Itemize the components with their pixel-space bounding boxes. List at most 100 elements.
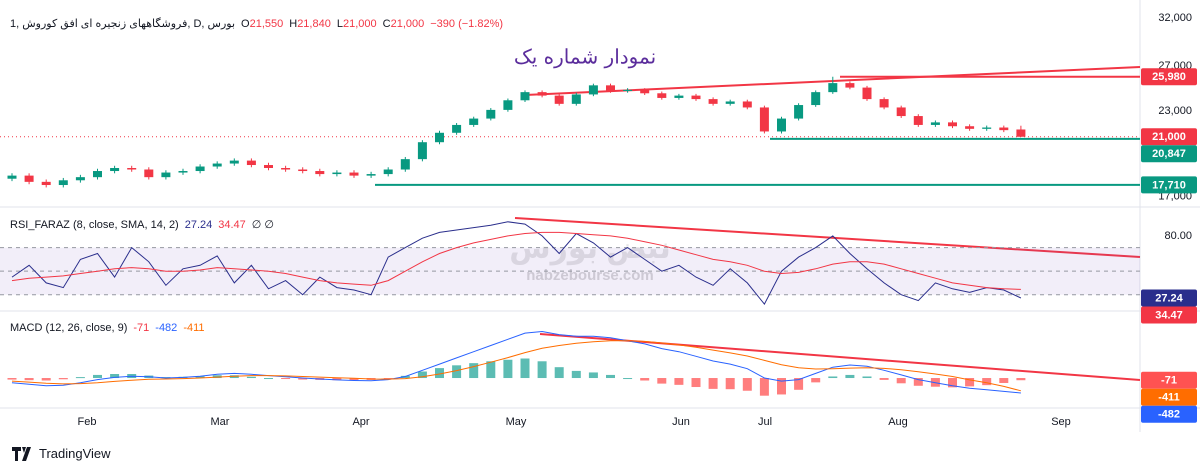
candle-body: [537, 92, 547, 96]
histogram-bar: [452, 365, 462, 379]
histogram-bar: [965, 378, 975, 387]
candle-body: [435, 132, 444, 143]
histogram-bar: [195, 376, 205, 379]
candle-body: [41, 181, 51, 186]
histogram-bar: [571, 370, 581, 379]
trend-line: [514, 217, 1141, 258]
candle-body: [862, 87, 872, 100]
histogram-bar: [75, 377, 85, 379]
candle-body: [691, 95, 701, 100]
histogram-bar: [896, 378, 906, 384]
candle-body: [315, 171, 325, 175]
price-badge: [1141, 306, 1197, 324]
candle-body: [948, 122, 957, 127]
price-badge-label: -71: [1161, 375, 1177, 387]
price-badge: [1141, 128, 1197, 146]
candle-body: [178, 171, 188, 173]
candle-body: [349, 172, 359, 176]
price-badge: [1141, 388, 1197, 406]
candle-body: [400, 159, 410, 170]
watermark: nabzebourse.com: [526, 267, 654, 284]
candle-body: [845, 83, 855, 88]
histogram-bar: [879, 378, 889, 380]
x-tick-label: Apr: [352, 416, 369, 428]
footer: TradingView: [12, 446, 111, 461]
candle-body: [623, 89, 633, 91]
candle-body: [75, 177, 85, 181]
price-badge-label: 20,847: [1152, 148, 1186, 160]
ohlc-value: 21,840: [297, 17, 331, 30]
price-badge-label: 34.47: [1155, 309, 1183, 321]
price-badge-label: 21,000: [1152, 131, 1186, 143]
histogram-bar: [469, 363, 479, 379]
candle-body: [246, 160, 256, 166]
x-tick-label: Jun: [672, 416, 690, 428]
histogram-bar: [486, 361, 496, 379]
histogram-bar: [948, 378, 957, 388]
histogram-bar: [982, 378, 992, 386]
candle-body: [674, 95, 684, 98]
candle-body: [657, 93, 667, 98]
candle-body: [896, 107, 906, 117]
x-tick-label: Mar: [211, 416, 230, 428]
price-legend: بورس ,D ,فروشگاههای زنجیره ای افق کوروش …: [10, 17, 504, 31]
x-tick-label: Aug: [888, 416, 908, 428]
indicator-value: 27.24: [184, 218, 213, 231]
candle-body: [777, 118, 786, 132]
candle-body: [606, 85, 615, 91]
histogram-bar: [691, 378, 701, 388]
histogram-bar: [588, 372, 598, 379]
candle-body: [264, 165, 273, 169]
candle-body: [486, 109, 496, 119]
indicator-extra: ∅ ∅: [251, 219, 275, 231]
logo: [12, 446, 31, 461]
macd-legend: MACD (12, 26, close, 9) -71 -482 -411: [10, 322, 205, 334]
x-tick-label: Feb: [78, 416, 97, 428]
price-badge-label: -411: [1158, 392, 1179, 404]
histogram-bar: [349, 378, 359, 381]
y-tick-label: 32,000: [1158, 12, 1192, 24]
candle-body: [742, 101, 752, 108]
brand: TradingView: [39, 446, 111, 461]
histogram-bar: [777, 378, 786, 395]
histogram-bar: [264, 378, 273, 380]
histogram-bar: [606, 374, 615, 379]
candle-body: [161, 172, 171, 178]
histogram-bar: [845, 374, 855, 379]
candle-body: [144, 169, 154, 178]
candle-body: [366, 174, 376, 176]
histogram-bar: [674, 378, 684, 385]
candle-body: [452, 124, 462, 133]
price-change: −390 (−1.82%): [430, 17, 504, 30]
indicator-value: -71: [133, 322, 150, 334]
candle-body: [281, 168, 291, 170]
histogram-bar: [708, 378, 718, 389]
candle-body: [999, 127, 1009, 131]
candle-body: [229, 160, 239, 164]
candle-body: [965, 126, 975, 129]
ohlc-value: 21,000: [390, 17, 425, 30]
candle-body: [93, 171, 102, 178]
histogram-bar: [1016, 378, 1026, 381]
x-tick-label: May: [506, 416, 527, 428]
ohlc-key: O: [241, 17, 250, 30]
symbol-title: بورس ,D ,فروشگاههای زنجیره ای افق کوروش …: [10, 18, 236, 30]
candle-body: [794, 105, 804, 119]
candle-body: [708, 99, 718, 104]
candle-body: [725, 101, 735, 104]
candle-body: [212, 163, 222, 167]
candle-body: [332, 172, 342, 175]
price-badge: [1141, 405, 1197, 423]
histogram-bar: [435, 368, 444, 379]
candle-body: [383, 169, 393, 175]
candle-body: [1016, 129, 1026, 137]
histogram-bar: [537, 361, 547, 379]
price-badge-label: 17,710: [1152, 179, 1186, 191]
annotation: نمودار شماره یک: [514, 45, 656, 69]
histogram-bar: [298, 378, 308, 380]
candle-body: [417, 142, 427, 160]
ohlc-value: 21,550: [249, 17, 284, 30]
histogram-bar: [417, 371, 427, 379]
